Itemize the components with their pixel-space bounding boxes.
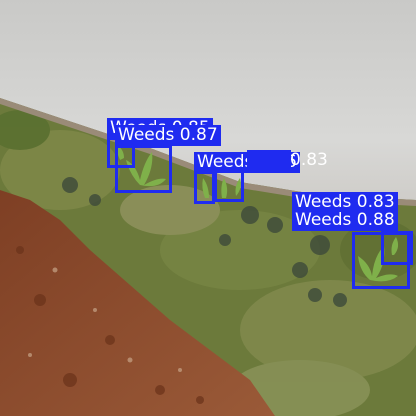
detection-score: 0.87 (179, 125, 218, 145)
detection-label: Weeds 0.88 (292, 210, 398, 231)
detection-score: 0.83 (290, 150, 328, 170)
detection-label: Weeds 0.83 (292, 192, 398, 213)
detection-class: Weeds (295, 210, 352, 230)
detection-class: Weeds (197, 152, 254, 172)
detection-class: Weeds (118, 125, 175, 145)
detection-score: 0.83 (356, 192, 395, 212)
detection-class: Weeds (295, 192, 352, 212)
detection-label: Weeds 0.83 (247, 150, 328, 171)
detection-label: Weeds 0.87 (115, 125, 221, 146)
detection-score: 0.88 (356, 210, 395, 230)
